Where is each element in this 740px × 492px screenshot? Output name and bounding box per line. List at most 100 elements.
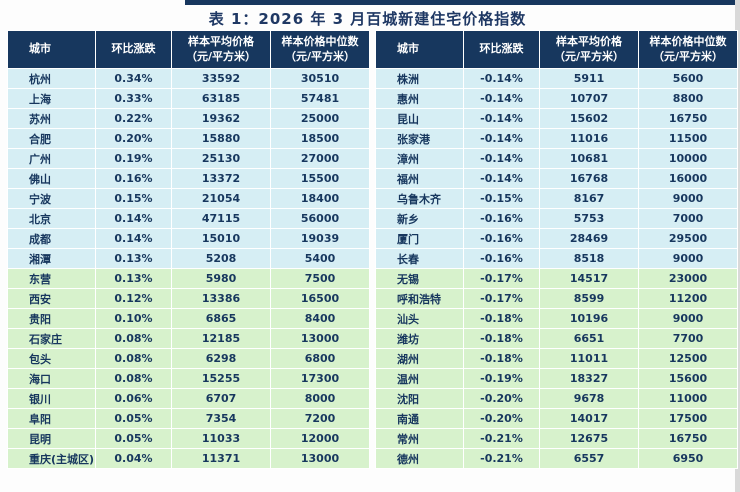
avg-price-cell: 11016: [539, 128, 639, 149]
median-price-cell: 27000: [270, 148, 370, 169]
tables-container: 城市 环比涨跌 样本平均价格 （元/平方米） 样本价格中位数 （元/平方米） 杭州 0.34…: [0, 28, 738, 469]
column-header-city: 城市: [375, 30, 464, 69]
table-row: 汕头 -0.18% 10196 9000: [375, 308, 738, 329]
table-row: 昆山 -0.14% 15602 16750: [375, 108, 738, 129]
avg-price-cell: 5753: [539, 208, 639, 229]
change-cell: -0.17%: [463, 268, 540, 289]
column-header-change: 环比涨跌: [95, 30, 172, 69]
avg-price-cell: 6298: [171, 348, 271, 369]
median-price-cell: 30510: [270, 68, 370, 89]
table-row: 上海 0.33% 63185 57481: [7, 88, 370, 109]
city-cell: 宁波: [7, 188, 96, 209]
table-row: 成都 0.14% 15010 19039: [7, 228, 370, 249]
city-cell: 广州: [7, 148, 96, 169]
avg-price-cell: 33592: [171, 68, 271, 89]
median-price-cell: 7200: [270, 408, 370, 429]
change-cell: 0.12%: [95, 288, 172, 309]
change-cell: -0.14%: [463, 68, 540, 89]
column-header-avg: 样本平均价格 （元/平方米）: [539, 30, 639, 69]
table-row: 张家港 -0.14% 11016 11500: [375, 128, 738, 149]
table-row: 石家庄 0.08% 12185 13000: [7, 328, 370, 349]
city-cell: 南通: [375, 408, 464, 429]
avg-price-cell: 10196: [539, 308, 639, 329]
table-row: 新乡 -0.16% 5753 7000: [375, 208, 738, 229]
table-row: 贵阳 0.10% 6865 8400: [7, 308, 370, 329]
median-price-cell: 9000: [638, 188, 738, 209]
median-price-cell: 15600: [638, 368, 738, 389]
table-row: 海口 0.08% 15255 17300: [7, 368, 370, 389]
city-cell: 上海: [7, 88, 96, 109]
change-cell: 0.22%: [95, 108, 172, 129]
table-row: 福州 -0.14% 16768 16000: [375, 168, 738, 189]
change-cell: 0.06%: [95, 388, 172, 409]
median-price-cell: 57481: [270, 88, 370, 109]
avg-price-cell: 15602: [539, 108, 639, 129]
header-row: 城市 环比涨跌 样本平均价格 （元/平方米） 样本价格中位数 （元/平方米）: [7, 30, 370, 69]
avg-price-cell: 21054: [171, 188, 271, 209]
change-cell: 0.34%: [95, 68, 172, 89]
city-cell: 张家港: [375, 128, 464, 149]
avg-price-cell: 11033: [171, 428, 271, 449]
median-price-cell: 13000: [270, 328, 370, 349]
city-cell: 株洲: [375, 68, 464, 89]
change-cell: -0.18%: [463, 308, 540, 329]
table-row: 苏州 0.22% 19362 25000: [7, 108, 370, 129]
median-price-cell: 9000: [638, 308, 738, 329]
table-row: 广州 0.19% 25130 27000: [7, 148, 370, 169]
change-cell: 0.14%: [95, 228, 172, 249]
city-cell: 昆山: [375, 108, 464, 129]
table-row: 包头 0.08% 6298 6800: [7, 348, 370, 369]
median-price-cell: 8400: [270, 308, 370, 329]
table-row: 湖州 -0.18% 11011 12500: [375, 348, 738, 369]
avg-price-cell: 12185: [171, 328, 271, 349]
avg-price-cell: 8518: [539, 248, 639, 269]
median-price-cell: 23000: [638, 268, 738, 289]
avg-price-cell: 8599: [539, 288, 639, 309]
median-price-cell: 56000: [270, 208, 370, 229]
city-cell: 阜阳: [7, 408, 96, 429]
avg-price-cell: 13386: [171, 288, 271, 309]
avg-price-cell: 10681: [539, 148, 639, 169]
table-row: 银川 0.06% 6707 8000: [7, 388, 370, 409]
avg-price-cell: 7354: [171, 408, 271, 429]
city-cell: 杭州: [7, 68, 96, 89]
avg-price-cell: 13372: [171, 168, 271, 189]
city-cell: 惠州: [375, 88, 464, 109]
median-price-cell: 18400: [270, 188, 370, 209]
median-price-cell: 11500: [638, 128, 738, 149]
change-cell: -0.14%: [463, 148, 540, 169]
avg-price-cell: 8167: [539, 188, 639, 209]
change-cell: 0.08%: [95, 348, 172, 369]
city-cell: 沈阳: [375, 388, 464, 409]
city-cell: 长春: [375, 248, 464, 269]
change-cell: -0.21%: [463, 448, 540, 469]
avg-price-cell: 5911: [539, 68, 639, 89]
table-row: 北京 0.14% 47115 56000: [7, 208, 370, 229]
city-cell: 重庆(主城区): [7, 448, 96, 469]
table-row: 温州 -0.19% 18327 15600: [375, 368, 738, 389]
median-price-cell: 16750: [638, 428, 738, 449]
change-cell: 0.10%: [95, 308, 172, 329]
median-price-cell: 10000: [638, 148, 738, 169]
column-header-median: 样本价格中位数 （元/平方米）: [638, 30, 738, 69]
table-header-right: 城市 环比涨跌 样本平均价格 （元/平方米） 样本价格中位数 （元/平方米）: [375, 30, 738, 69]
city-cell: 湖州: [375, 348, 464, 369]
city-cell: 佛山: [7, 168, 96, 189]
city-cell: 潍坊: [375, 328, 464, 349]
header-row: 城市 环比涨跌 样本平均价格 （元/平方米） 样本价格中位数 （元/平方米）: [375, 30, 738, 69]
avg-price-cell: 5980: [171, 268, 271, 289]
city-cell: 温州: [375, 368, 464, 389]
change-cell: 0.20%: [95, 128, 172, 149]
table-row: 潍坊 -0.18% 6651 7700: [375, 328, 738, 349]
change-cell: 0.33%: [95, 88, 172, 109]
change-cell: 0.05%: [95, 428, 172, 449]
table-body-left: 杭州 0.34% 33592 30510 上海 0.33% 63185 57481 苏州 0.22…: [7, 68, 370, 469]
city-cell: 新乡: [375, 208, 464, 229]
avg-price-cell: 6651: [539, 328, 639, 349]
median-price-cell: 5600: [638, 68, 738, 89]
table-row: 湘潭 0.13% 5208 5400: [7, 248, 370, 269]
change-cell: -0.14%: [463, 108, 540, 129]
table-title: 表 1：2026 年 3 月百城新建住宅价格指数: [208, 10, 527, 28]
median-price-cell: 19039: [270, 228, 370, 249]
